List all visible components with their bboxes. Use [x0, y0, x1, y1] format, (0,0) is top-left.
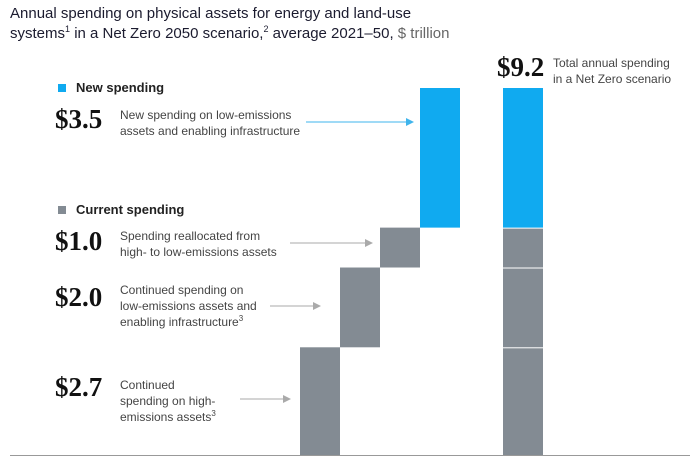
- bar-reallocated: [380, 227, 420, 268]
- chart-title: Annual spending on physical assets for e…: [10, 4, 530, 44]
- legend-current-swatch: [58, 205, 66, 214]
- row-footnote: 3: [211, 409, 216, 418]
- title-line1: Annual spending on physical assets for e…: [10, 5, 412, 22]
- row-label-line: Continued spending on: [120, 283, 244, 297]
- row-label-line: New spending on low-emissions: [120, 108, 292, 122]
- total-value-label: $9.2: [497, 52, 545, 82]
- title-line2-b: in a Net Zero 2050 scenario,: [70, 25, 264, 42]
- row-label-line: enabling infrastructure: [120, 315, 239, 329]
- row-label-line: low-emissions assets and: [120, 299, 257, 313]
- row-footnote: 3: [238, 314, 244, 323]
- row-label-new-spending: New spending on low-emissions assets and…: [120, 107, 300, 139]
- row-label-continued-high: Continued spending on high- emissions as…: [120, 377, 216, 425]
- row-label-reallocated: Spending reallocated from high- to low-e…: [120, 228, 277, 260]
- title-line2-a: systems: [10, 25, 66, 42]
- row-label-line: Continued: [120, 378, 175, 392]
- value-label-new-spending: $3.5: [55, 104, 103, 134]
- value-label-continued-high: $2.7: [55, 372, 103, 402]
- legend-new: New spending: [58, 80, 164, 95]
- row-label-line: high- to low-emissions assets: [120, 245, 277, 259]
- row-label-line: emissions assets: [120, 410, 212, 424]
- row-label-line: spending on high-: [120, 394, 216, 408]
- total-label: Total annual spending in a Net Zero scen…: [553, 55, 671, 87]
- bar-continued-low-emissions: [340, 267, 380, 348]
- row-label-line: Spending reallocated from: [120, 229, 261, 243]
- row-label-line: assets and enabling infrastructure: [120, 124, 301, 138]
- title-unit: $ trillion: [397, 25, 450, 42]
- bar-new-spending: [420, 88, 460, 228]
- bar-continued-high-emissions: [300, 347, 340, 455]
- legend-new-swatch: [58, 83, 66, 92]
- total-seg-reallocated: [503, 228, 543, 268]
- total-seg-continued-low: [503, 268, 543, 348]
- total-label-line: in a Net Zero scenario: [553, 72, 672, 86]
- title-footnote-1: 1: [65, 24, 71, 34]
- legend-current-label: Current spending: [76, 202, 185, 217]
- row-label-continued-low: Continued spending on low-emissions asse…: [120, 282, 257, 330]
- value-label-reallocated: $1.0: [55, 226, 103, 256]
- title-footnote-2: 2: [263, 24, 269, 34]
- total-label-line: Total annual spending: [553, 56, 670, 70]
- total-seg-new-spending: [503, 88, 543, 228]
- legend-new-label: New spending: [76, 80, 165, 95]
- legend-current: Current spending: [58, 202, 184, 217]
- total-seg-continued-high: [503, 348, 543, 455]
- value-label-continued-low: $2.0: [55, 282, 103, 312]
- title-line2-c: average 2021–50,: [268, 25, 398, 42]
